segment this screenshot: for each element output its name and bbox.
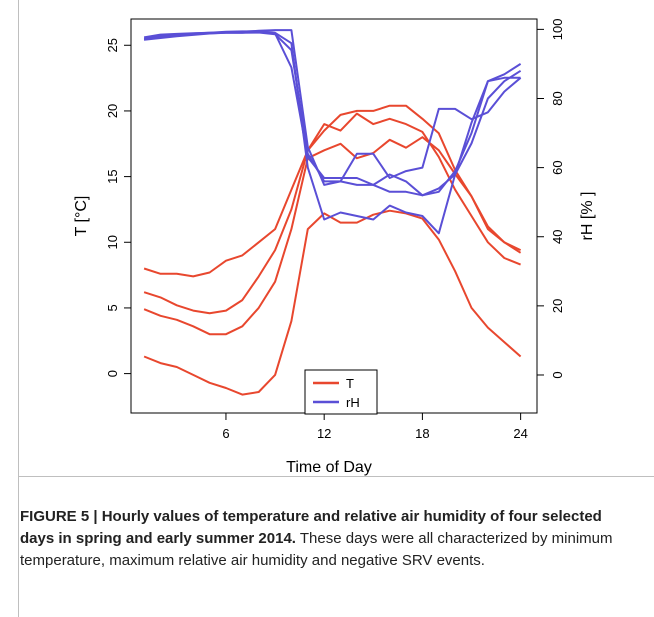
y-right-tick-label: 20 [550,299,565,313]
legend-box [304,369,378,415]
rh-series-line-1 [143,30,522,197]
y-right-tick-label: 0 [550,371,565,378]
t-series-line-1 [143,112,521,278]
y-right-tick-label: 80 [550,91,565,105]
rh-series-line-4 [143,30,521,235]
y-left-tick-label: 20 [105,104,120,118]
y-left-axis-label: T [°C] [73,196,90,237]
y-left-tick-label: 15 [105,169,120,183]
x-tick-label: 24 [513,426,527,441]
x-tick-label: 6 [222,426,229,441]
y-left-tick-label: 0 [105,370,120,377]
y-right-axis-label: rH [% ] [579,192,596,241]
t-series-line-2 [143,104,522,315]
line-chart: 6 12 18 24 0 5 10 15 20 25 0 20 40 60 80 100 T [°C] rH … [73,18,596,476]
rh-series-line-2 [143,29,522,197]
caption-text: These days were all characterized by min… [20,530,613,569]
x-tick-label: 12 [317,426,331,441]
y-left-tick-label: 10 [105,235,120,249]
t-series-line-4 [143,209,522,396]
y-left-tick-label: 5 [105,304,120,311]
caption-bold-text: FIGURE 5 | Hourly values of temperature … [20,508,602,547]
legend-label-t: T [346,376,354,391]
figure-frame [18,0,654,477]
figure-caption: FIGURE 5 | Hourly values of temperature … [20,506,640,572]
legend: T rH [304,369,378,415]
x-axis-label: Time of Day [286,459,372,476]
x-tick-label: 18 [415,426,429,441]
y-left-tick-label: 25 [105,38,120,52]
legend-label-rh: rH [346,395,360,410]
y-right-tick-label: 40 [550,230,565,244]
figure-frame-edge [18,476,19,617]
y-right-tick-label: 60 [550,160,565,174]
t-series-line-3 [143,136,522,336]
y-right-tick-label: 100 [550,19,565,41]
